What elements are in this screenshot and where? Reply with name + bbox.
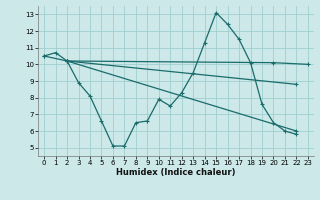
X-axis label: Humidex (Indice chaleur): Humidex (Indice chaleur) [116,168,236,177]
